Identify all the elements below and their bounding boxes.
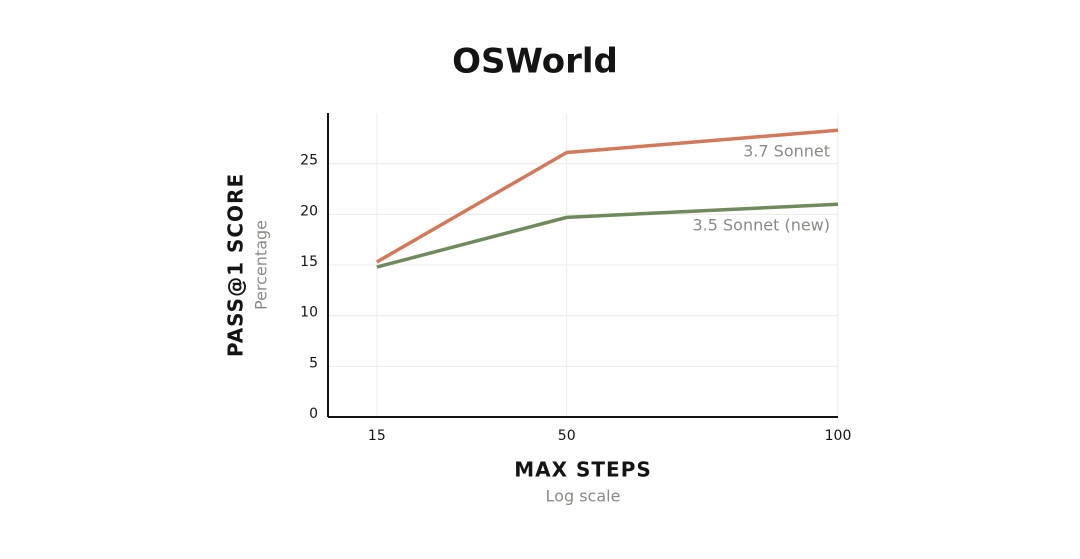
x-tick-label: 15 (368, 428, 386, 444)
y-tick-label: 20 (300, 203, 318, 219)
chart-title: OSWorld (452, 42, 618, 82)
series-label: 3.7 Sonnet (743, 142, 830, 161)
y-tick-label: 10 (300, 305, 318, 321)
y-tick-label: 5 (309, 355, 318, 371)
series-line (375, 128, 839, 264)
x-tick-label: 50 (558, 428, 576, 444)
y-tick-label: 15 (300, 254, 318, 270)
y-axis-label: PASS@1 SCORE (224, 173, 248, 357)
series-line (376, 202, 839, 269)
y-tick-label: 0 (309, 406, 318, 422)
x-axis-sublabel: Log scale (546, 487, 621, 506)
y-axis-sublabel: Percentage (252, 220, 271, 310)
series-label: 3.5 Sonnet (new) (692, 216, 830, 235)
x-tick-label: 100 (825, 428, 852, 444)
y-tick-label: 25 (300, 153, 318, 169)
x-axis-label: MAX STEPS (514, 458, 652, 482)
